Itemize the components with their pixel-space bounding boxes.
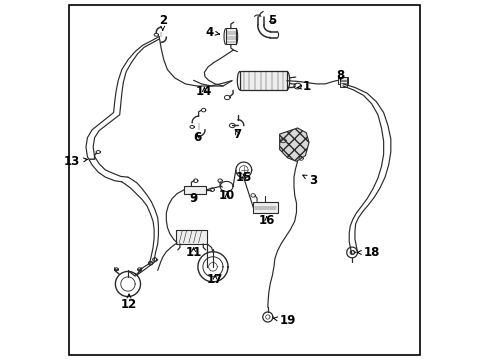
Text: 16: 16 xyxy=(258,214,274,227)
Bar xyxy=(253,202,277,213)
Bar xyxy=(338,77,348,84)
Text: 14: 14 xyxy=(196,85,212,98)
Text: 5: 5 xyxy=(268,14,276,27)
Text: 19: 19 xyxy=(273,314,295,327)
Text: 13: 13 xyxy=(64,155,87,168)
Bar xyxy=(175,230,207,244)
Bar xyxy=(225,28,235,44)
Text: 10: 10 xyxy=(219,189,235,202)
Text: 4: 4 xyxy=(205,26,219,39)
Text: 18: 18 xyxy=(357,246,379,259)
Text: 8: 8 xyxy=(336,69,344,82)
Text: 2: 2 xyxy=(158,14,166,30)
Text: 3: 3 xyxy=(302,174,317,187)
Text: 17: 17 xyxy=(206,273,223,286)
Text: 11: 11 xyxy=(185,246,201,259)
Text: 9: 9 xyxy=(189,192,197,205)
Text: 1: 1 xyxy=(296,80,310,93)
Text: 12: 12 xyxy=(121,294,137,311)
Text: 15: 15 xyxy=(235,171,251,184)
Text: 7: 7 xyxy=(233,127,241,141)
Bar xyxy=(184,186,206,194)
Bar xyxy=(339,77,346,87)
Polygon shape xyxy=(279,128,308,161)
Bar xyxy=(240,71,286,90)
Text: 6: 6 xyxy=(193,131,201,144)
